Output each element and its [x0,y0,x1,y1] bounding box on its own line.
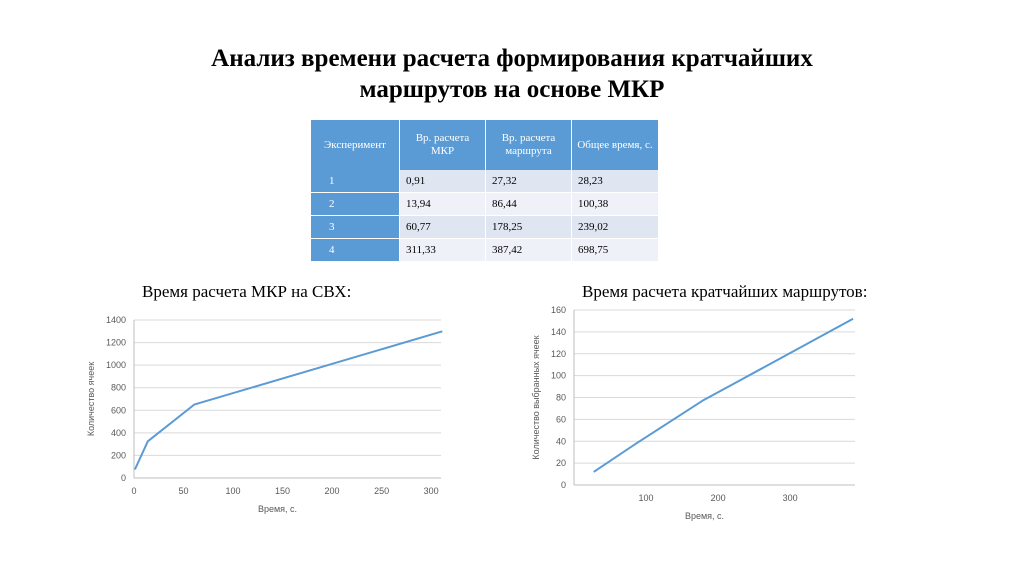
slide-title: Анализ времени расчета формирования крат… [0,43,1024,105]
y-tick-label: 160 [551,305,566,315]
header-mkr-time: Вр. расчета МКР [399,120,486,170]
x-tick-label: 100 [226,486,241,496]
y-tick-label: 40 [556,436,566,446]
table-row: 1 0,91 27,32 28,23 [311,170,659,193]
header-experiment: Эксперимент [311,120,400,170]
x-tick-label: 300 [424,486,439,496]
x-axis-label: Время, с. [685,511,724,521]
cell-mkr-time: 311,33 [399,238,486,262]
x-tick-label: 0 [131,486,136,496]
cell-experiment: 2 [311,192,400,216]
cell-route-time: 387,42 [485,238,572,262]
table-row: 2 13,94 86,44 100,38 [311,192,659,216]
y-tick-label: 1200 [106,338,126,348]
y-tick-label: 140 [551,327,566,337]
y-tick-label: 100 [551,371,566,381]
header-route-time: Вр. расчета маршрута [485,120,572,170]
x-tick-label: 100 [639,493,654,503]
cell-total-time: 239,02 [571,215,659,239]
y-tick-label: 80 [556,393,566,403]
slide-title-line2: маршрутов на основе МКР [359,76,665,103]
x-tick-label: 50 [179,486,189,496]
y-axis-label: Количество ячеек [86,362,96,436]
y-tick-label: 1000 [106,360,126,370]
cell-route-time: 27,32 [485,170,572,193]
cell-experiment: 3 [311,215,400,239]
cell-experiment: 4 [311,238,400,262]
y-tick-label: 600 [111,405,126,415]
chart1-title: Время расчета МКР на СВХ: [142,282,352,301]
route-time-chart: 0 20 40 60 80 100 120 140 160 100 200 300 Время, с. К… [531,305,855,521]
cell-total-time: 698,75 [571,238,659,262]
table-row: 4 311,33 387,42 698,75 [311,238,659,262]
y-tick-label: 200 [111,450,126,460]
x-tick-label: 150 [275,486,290,496]
cell-mkr-time: 60,77 [399,215,486,239]
cell-route-time: 178,25 [485,215,572,239]
series-line [133,330,443,470]
cell-mkr-time: 0,91 [399,170,486,193]
y-tick-label: 0 [561,480,566,490]
x-tick-label: 200 [711,493,726,503]
x-axis-label: Время, с. [258,504,297,514]
table-header-row: Эксперимент Вр. расчета МКР Вр. расчета … [311,120,659,170]
cell-mkr-time: 13,94 [399,192,486,216]
cell-total-time: 100,38 [571,192,659,216]
chart2-title: Время расчета кратчайших маршрутов: [582,282,868,301]
x-tick-label: 300 [783,493,798,503]
table-row: 3 60,77 178,25 239,02 [311,215,659,239]
y-tick-label: 1400 [106,315,126,325]
cell-route-time: 86,44 [485,192,572,216]
mkr-time-chart: 0 200 400 600 800 1000 1200 1400 0 50 100 150 200 250… [86,315,443,514]
y-tick-label: 0 [121,473,126,483]
y-tick-label: 800 [111,383,126,393]
x-tick-label: 200 [325,486,340,496]
y-tick-label: 20 [556,458,566,468]
cell-total-time: 28,23 [571,170,659,193]
series-line [593,317,854,473]
header-total-time: Общее время, с. [571,120,659,170]
y-tick-label: 120 [551,349,566,359]
cell-experiment: 1 [311,170,400,193]
x-tick-label: 250 [374,486,389,496]
y-axis-label: Количество выбранных ячеек [531,335,541,459]
y-tick-label: 400 [111,428,126,438]
results-table: Эксперимент Вр. расчета МКР Вр. расчета … [311,120,659,262]
slide-title-line1: Анализ времени расчета формирования крат… [211,45,813,72]
y-tick-label: 60 [556,414,566,424]
